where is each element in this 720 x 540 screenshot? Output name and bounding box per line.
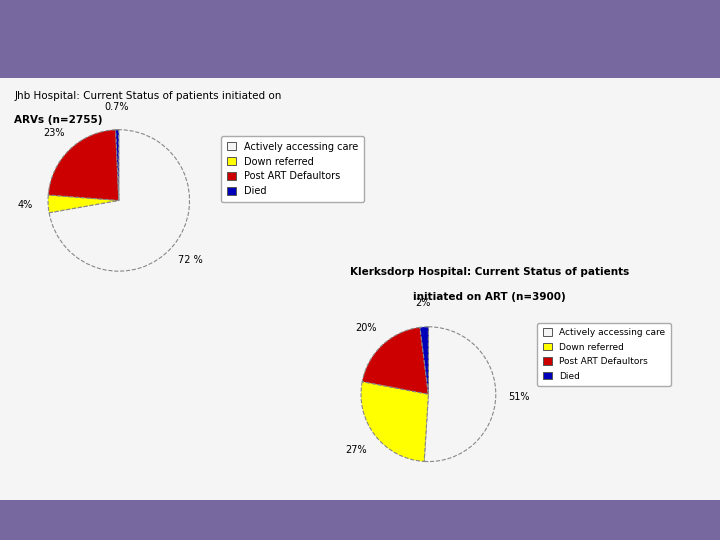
Text: 51%: 51% (508, 392, 530, 402)
Text: 2005: 2005 (22, 513, 57, 526)
Wedge shape (420, 327, 428, 394)
Text: 2%: 2% (415, 299, 431, 308)
Wedge shape (424, 327, 496, 462)
Text: ARVs (n=2755): ARVs (n=2755) (14, 116, 103, 125)
Text: 0.7%: 0.7% (104, 102, 129, 112)
Legend: Actively accessing care, Down referred, Post ART Defaultors, Died: Actively accessing care, Down referred, … (537, 323, 670, 386)
Text: Jhb Hospital: Current Status of patients initiated on: Jhb Hospital: Current Status of patients… (14, 91, 282, 101)
Wedge shape (48, 130, 119, 200)
Text: Klerksdorp Hospital: Current Status of patients: Klerksdorp Hospital: Current Status of p… (350, 267, 629, 276)
Legend: Actively accessing care, Down referred, Post ART Defaultors, Died: Actively accessing care, Down referred, … (221, 136, 364, 202)
Text: 4%: 4% (18, 200, 33, 210)
Wedge shape (362, 327, 428, 394)
Text: 20%: 20% (356, 323, 377, 333)
Wedge shape (48, 195, 119, 213)
Text: 72 %: 72 % (178, 255, 203, 266)
Text: 23%: 23% (43, 129, 65, 138)
Text: 27%: 27% (346, 445, 367, 455)
Wedge shape (116, 130, 119, 200)
Text: REPRODUCTIVE HEALTH & HIV RESEARCH UNIT: REPRODUCTIVE HEALTH & HIV RESEARCH UNIT (372, 513, 698, 526)
Text: initiated on ART (n=3900): initiated on ART (n=3900) (413, 292, 566, 302)
Wedge shape (49, 130, 189, 271)
Text: Comparative Analysis-Johannesburg
& Klerksdorp Hospitals: Comparative Analysis-Johannesburg & Kler… (168, 19, 566, 59)
Wedge shape (361, 382, 428, 462)
